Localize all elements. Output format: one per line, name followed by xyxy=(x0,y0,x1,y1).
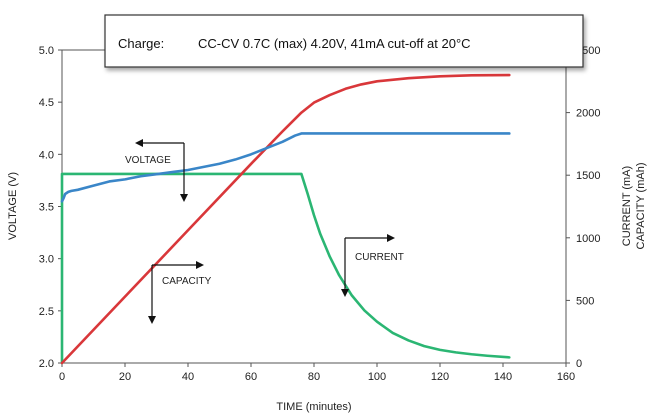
y-right-axis-label-capacity: CAPACITY (mAh) xyxy=(635,163,647,250)
y-left-tick-label: 3.0 xyxy=(39,254,54,266)
y-left-tick-label: 3.5 xyxy=(39,202,54,214)
y-left-tick-label: 2.5 xyxy=(39,306,54,318)
x-tick-label: 40 xyxy=(182,371,194,383)
x-axis-label: TIME (minutes) xyxy=(276,401,351,413)
y-left-tick-label: 5.0 xyxy=(39,45,54,57)
y-right-tick-label: 2000 xyxy=(576,108,600,120)
x-tick-label: 120 xyxy=(431,371,449,383)
voltage-annotation-label: VOLTAGE xyxy=(125,155,171,166)
x-tick-label: 60 xyxy=(245,371,257,383)
series-line-capacity xyxy=(60,73,511,365)
y-right-tick-label: 0 xyxy=(576,358,582,370)
series-layer xyxy=(60,73,511,365)
y-left-axis-label: VOLTAGE (V) xyxy=(7,172,19,240)
y-right-tick-label: 1500 xyxy=(576,170,600,182)
annotation-voltage: VOLTAGE xyxy=(125,139,188,202)
title-box: Charge: CC-CV 0.7C (max) 4.20V, 41mA cut… xyxy=(104,14,584,68)
y-left-tick-label: 4.5 xyxy=(39,97,54,109)
y-right-tick-label: 1000 xyxy=(576,233,600,245)
plot-area xyxy=(61,49,567,364)
x-tick-label: 20 xyxy=(119,371,131,383)
annotation-current: CURRENT xyxy=(341,234,404,297)
y-left-tick-label: 4.0 xyxy=(39,149,54,161)
x-axis-ticks: 0 20 40 60 80 100 120 140 160 xyxy=(59,363,575,383)
x-tick-label: 0 xyxy=(59,371,65,383)
y-left-axis-ticks: 2.0 2.5 3.0 3.5 4.0 4.5 5.0 xyxy=(39,45,62,370)
annotation-capacity: CAPACITY xyxy=(148,261,212,324)
y-right-axis-label-current: CURRENT (mA) xyxy=(621,166,633,246)
current-annotation-label: CURRENT xyxy=(355,252,404,263)
y-right-tick-label: 500 xyxy=(576,295,594,307)
series-line-voltage xyxy=(60,132,511,203)
x-tick-label: 140 xyxy=(494,371,512,383)
chart-title: CC-CV 0.7C (max) 4.20V, 41mA cut-off at … xyxy=(198,36,471,51)
capacity-annotation-label: CAPACITY xyxy=(162,276,212,287)
x-tick-label: 100 xyxy=(368,371,386,383)
title-box-frame xyxy=(104,14,584,68)
y-left-tick-label: 2.0 xyxy=(39,358,54,370)
series-line-current xyxy=(60,172,511,365)
title-prefix: Charge: xyxy=(118,36,164,51)
x-tick-label: 160 xyxy=(557,371,575,383)
x-tick-label: 80 xyxy=(308,371,320,383)
